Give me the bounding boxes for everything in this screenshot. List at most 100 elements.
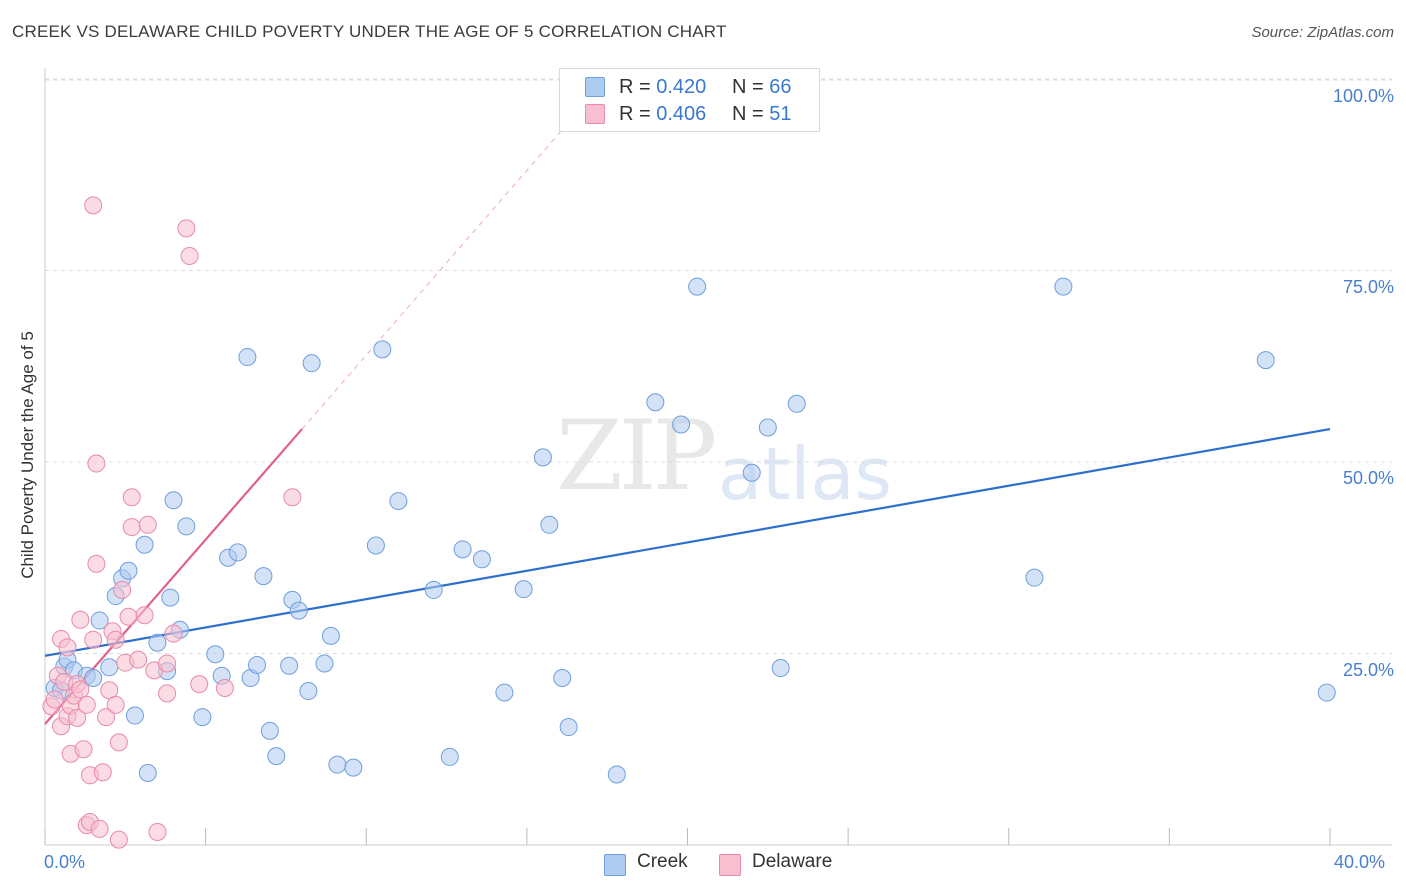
delaware-point (215, 678, 234, 697)
creek-point (540, 515, 559, 534)
delaware-point (190, 675, 209, 694)
creek-trendline (44, 427, 1331, 657)
creek-point (758, 418, 777, 437)
delaware-n-label: N = (732, 102, 764, 125)
delaware-points (42, 196, 302, 849)
creek-point (672, 415, 691, 434)
x-tick-label: 0.0% (44, 852, 86, 872)
creek-point (453, 540, 472, 559)
creek-point (533, 448, 552, 467)
creek-point (1025, 568, 1044, 587)
delaware-point (71, 610, 90, 629)
creek-point (228, 543, 247, 562)
creek-point (440, 747, 459, 766)
creek-point (148, 633, 167, 652)
creek-point (373, 340, 392, 359)
delaware-legend-label: Delaware (752, 851, 833, 872)
creek-n-label: N = (732, 75, 764, 98)
delaware-r-label: R = (619, 102, 651, 125)
creek-point (193, 708, 212, 727)
delaware-point (74, 740, 93, 759)
delaware-point (97, 708, 116, 727)
creek-point (424, 580, 443, 599)
creek-point (164, 491, 183, 510)
creek-point (553, 669, 572, 688)
correlation-legend: R = 0.420 N = 66 R = 0.406 N = 51 (559, 68, 820, 132)
creek-point (289, 601, 308, 620)
creek-point (1317, 683, 1336, 702)
delaware-point (84, 630, 103, 649)
delaware-point (148, 822, 167, 841)
delaware-n-value: 51 (769, 102, 792, 125)
creek-point (84, 669, 103, 688)
gridlines (45, 78, 1392, 654)
creek-point (1054, 277, 1073, 296)
creek-point (495, 683, 514, 702)
creek-point (366, 536, 385, 555)
x-tick-label: 40.0% (1334, 852, 1386, 872)
delaware-r-value: 0.406 (656, 102, 707, 125)
delaware-point (71, 680, 90, 699)
delaware-point (122, 488, 141, 507)
y-tick-label: 75.0% (1342, 277, 1394, 297)
creek-point (206, 645, 225, 664)
delaware-point (87, 554, 106, 573)
creek-r-label: R = (619, 75, 651, 98)
creek-points (45, 277, 1336, 784)
delaware-point (158, 654, 177, 673)
delaware-point (177, 219, 196, 238)
delaware-point (87, 454, 106, 473)
creek-point (646, 393, 665, 412)
creek-swatch (585, 77, 605, 97)
delaware-point (106, 695, 125, 714)
delaware-point (90, 819, 109, 838)
delaware-point (45, 690, 64, 709)
delaware-point (68, 708, 87, 727)
creek-point (787, 394, 806, 413)
creek-point (260, 721, 279, 740)
creek-point (177, 517, 196, 536)
delaware-point (129, 650, 148, 669)
delaware-point (283, 488, 302, 507)
delaware-point (109, 733, 128, 752)
y-tick-label: 50.0% (1342, 468, 1394, 488)
delaware-point (135, 606, 154, 625)
creek-point (302, 354, 321, 373)
watermark-zip: ZIP (556, 400, 717, 512)
creek-point (119, 561, 138, 580)
creek-point (299, 682, 318, 701)
delaware-point (113, 580, 132, 599)
delaware-point (77, 695, 96, 714)
delaware-point (158, 684, 177, 703)
creek-point (344, 758, 363, 777)
creek-point (771, 659, 790, 678)
chart-title: CREEK VS DELAWARE CHILD POVERTY UNDER TH… (12, 22, 727, 41)
creek-point (267, 747, 286, 766)
creek-point (315, 654, 334, 673)
creek-point (559, 718, 578, 737)
creek-point (280, 656, 299, 675)
creek-point (135, 535, 154, 554)
creek-point (100, 658, 119, 677)
creek-point (161, 588, 180, 607)
delaware-point (58, 638, 77, 657)
creek-point (238, 348, 257, 367)
creek-point (514, 580, 533, 599)
creek-r-value: 0.420 (656, 75, 707, 98)
creek-point (328, 755, 347, 774)
creek-point (254, 567, 273, 586)
delaware-point (109, 830, 128, 849)
creek-swatch (604, 854, 626, 876)
delaware-swatch (585, 104, 605, 124)
creek-point (138, 763, 157, 782)
creek-legend-label: Creek (637, 851, 688, 872)
delaware-point (164, 624, 183, 643)
creek-point (125, 706, 144, 725)
creek-point (1256, 351, 1275, 370)
delaware-point (119, 607, 138, 626)
y-tick-label: 100.0% (1332, 86, 1394, 106)
source-label: Source: ZipAtlas.com (1251, 24, 1394, 41)
creek-n-value: 66 (769, 75, 792, 98)
axes (44, 68, 1392, 846)
